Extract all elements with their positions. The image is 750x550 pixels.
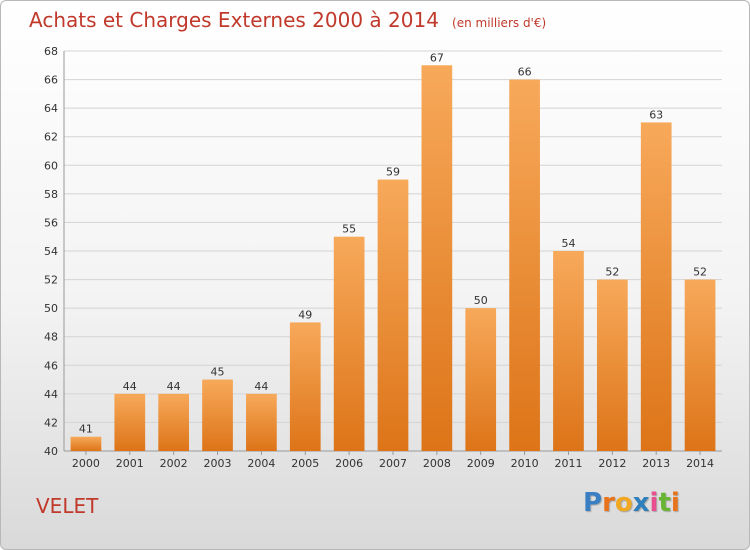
bar-2005 [289,322,321,451]
y-tick-label: 68 [44,45,58,58]
x-tick-label: 2000 [72,457,100,470]
bar-2014 [684,279,716,451]
logo-letter: i [670,488,680,518]
data-label: 44 [123,380,137,393]
y-tick-label: 66 [44,74,58,87]
logo-letter: o [614,488,633,518]
data-label: 44 [167,380,181,393]
data-label: 52 [605,266,619,279]
chart-title: Achats et Charges Externes 2000 à 2014 [29,8,439,32]
chart-unit: (en milliers d'€) [452,16,547,30]
x-tick-label: 2011 [554,457,582,470]
data-label: 45 [211,366,225,379]
data-label: 50 [474,294,488,307]
bar-2013 [640,122,672,451]
bar-2001 [114,393,146,451]
chart-title-row: Achats et Charges Externes 2000 à 2014 (… [29,8,546,32]
data-label: 49 [298,308,312,321]
y-tick-label: 42 [44,416,58,429]
y-tick-label: 56 [44,216,58,229]
bar-2008 [421,65,453,452]
y-tick-label: 52 [44,274,58,287]
data-label: 66 [518,66,532,79]
data-label: 55 [342,223,356,236]
x-tick-label: 2006 [335,457,363,470]
bar-2006 [333,236,365,451]
y-tick-label: 46 [44,359,58,372]
data-label: 52 [693,266,707,279]
y-tick-label: 50 [44,302,58,315]
x-tick-label: 2004 [247,457,275,470]
x-tick-label: 2009 [467,457,495,470]
logo-letter: x [632,488,650,518]
proxiti-logo: Proxiti [583,488,680,518]
bar-2003 [202,379,233,451]
bar-2004 [246,393,277,451]
bar-2012 [596,279,628,451]
y-tick-label: 44 [44,388,58,401]
bar-2011 [553,251,584,451]
y-tick-label: 48 [44,331,58,344]
x-tick-label: 2007 [379,457,407,470]
logo-letter: r [602,488,615,518]
data-labels: 41 44 44 45 44 49 55 59 67 50 66 54 52 63 52 [79,51,707,435]
data-label: 67 [430,51,444,64]
data-label: 41 [79,423,93,436]
x-tick-label: 2003 [204,457,232,470]
data-label: 54 [561,237,575,250]
bar-2002 [158,393,190,451]
x-tick-label: 2002 [160,457,188,470]
y-tick-label: 54 [44,245,58,258]
x-tick-label: 2014 [686,457,714,470]
data-label: 63 [649,108,663,121]
y-tick-label: 58 [44,188,58,201]
x-tick-label: 2012 [598,457,626,470]
y-tick-label: 60 [44,159,58,172]
logo-letter: t [658,488,671,518]
x-tick-label: 2013 [642,457,670,470]
x-tick-label: 2005 [291,457,319,470]
x-tick-label: 2008 [423,457,451,470]
bars [70,65,716,452]
bar-2010 [509,79,540,452]
logo-letter: P [583,488,603,518]
bar-2009 [465,308,497,451]
x-tick-label: 2001 [116,457,144,470]
y-tick-label: 62 [44,131,58,144]
commune-name: VELET [36,494,99,518]
y-tick-label: 40 [44,445,58,458]
data-label: 44 [254,380,268,393]
bar-2000 [70,436,102,451]
logo-letter: i [649,488,659,518]
bar-2007 [377,179,409,452]
x-tick-label: 2010 [511,457,539,470]
data-label: 59 [386,166,400,179]
y-tick-label: 64 [44,102,58,115]
